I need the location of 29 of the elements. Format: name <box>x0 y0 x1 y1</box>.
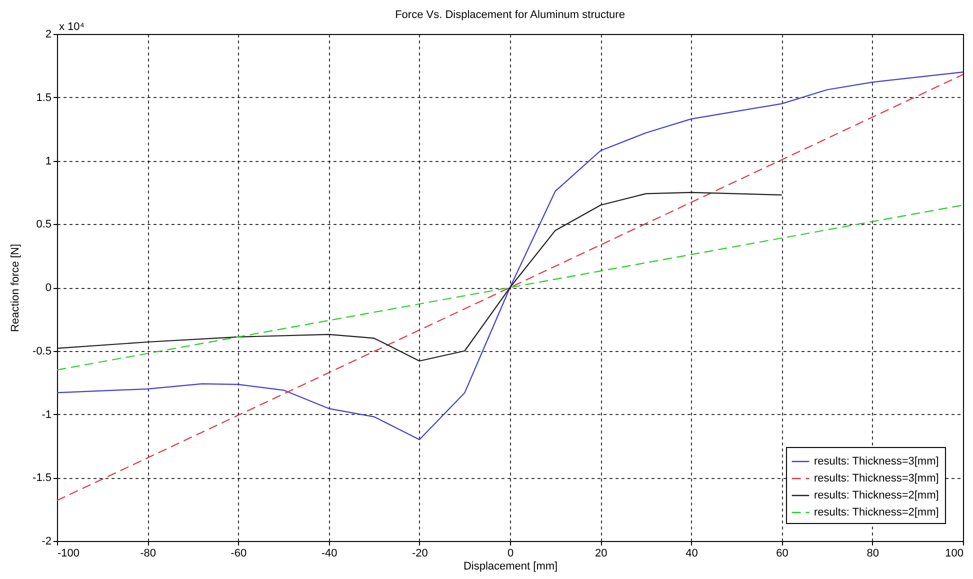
line-series <box>56 192 782 362</box>
x-tick-label: 100 <box>945 548 964 560</box>
y-tick-label: 2 <box>45 28 52 40</box>
y-axis-title: Reaction force [N] <box>10 244 22 332</box>
legend-label: results: Thickness=3[mm] <box>814 456 939 468</box>
x-tick-label: -100 <box>58 548 80 560</box>
chart-title: Force Vs. Displacement for Aluminum structure <box>395 9 625 21</box>
legend-label: results: Thickness=3[mm] <box>814 472 939 484</box>
legend-label: results: Thickness=2[mm] <box>814 490 939 502</box>
y-tick-label: 0.5 <box>36 218 52 231</box>
x-tick-label: 0 <box>507 548 514 560</box>
x-tick-label: 60 <box>776 548 788 560</box>
y-tick-label: 1.5 <box>36 92 52 104</box>
x-tick-label: -40 <box>321 548 338 560</box>
text: x 10⁴ <box>59 21 85 33</box>
y-tick-label: -2 <box>42 536 52 548</box>
x-axis-title: Displacement [mm] <box>463 560 558 572</box>
y-tick-label: -1.5 <box>32 472 52 484</box>
x-tick-label: -60 <box>230 548 247 560</box>
legend-label: results: Thickness=2[mm] <box>814 506 939 518</box>
y-tick-label: 1 <box>45 155 52 168</box>
x-tick-label: -80 <box>140 548 156 560</box>
x-tick-label: -20 <box>412 548 428 560</box>
y-tick-label: 0 <box>45 282 52 294</box>
y-tick-label: -1 <box>42 408 52 421</box>
x-tick-label: 40 <box>686 548 698 560</box>
x-tick-label: 80 <box>866 548 880 560</box>
y-tick-label: -0.5 <box>32 345 52 358</box>
x-tick-label: 20 <box>594 548 608 560</box>
